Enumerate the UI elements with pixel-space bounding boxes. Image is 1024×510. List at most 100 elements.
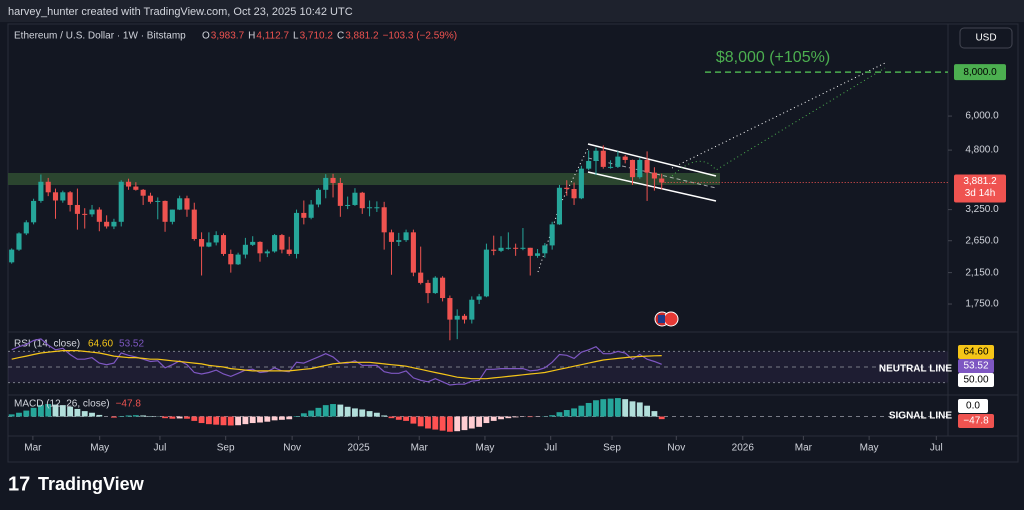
x-tick-label: Mar	[795, 443, 813, 454]
last-price-label: 3,881.2	[963, 176, 997, 187]
legend-key: H	[248, 31, 255, 42]
candle-body	[177, 198, 183, 210]
macd-bar	[644, 405, 651, 417]
candle-body	[527, 247, 533, 256]
macd-bar	[600, 399, 607, 417]
candle-body	[118, 181, 124, 222]
candle-body	[644, 159, 650, 173]
y-tick-label: 6,000.0	[965, 111, 999, 122]
macd-bar	[322, 405, 329, 417]
macd-bar	[403, 416, 409, 421]
rsi-axis-label: 64.60	[963, 347, 988, 358]
macd-bar	[191, 416, 198, 421]
macd-bar	[125, 415, 132, 417]
x-tick-label: 2026	[732, 443, 755, 454]
legend-key: L	[293, 31, 299, 42]
macd-bar	[476, 416, 483, 427]
candle-body	[520, 247, 526, 249]
macd-bar	[410, 416, 417, 424]
candle-body	[184, 198, 190, 210]
candle-body	[293, 212, 300, 254]
candle-body	[469, 299, 475, 320]
candle-body	[191, 209, 197, 240]
target-annotation: $8,000 (+105%)	[716, 49, 830, 66]
target-label: 8,000.0	[963, 67, 997, 78]
signal-line-label: SIGNAL LINE	[889, 411, 952, 422]
last-price-box	[954, 174, 1006, 203]
candle-body	[556, 187, 563, 225]
channel-line	[587, 143, 717, 177]
candle-body	[498, 247, 504, 251]
candle-body	[16, 233, 22, 250]
macd-bar	[278, 416, 285, 420]
candle-body	[381, 207, 387, 233]
macd-bar	[490, 416, 497, 421]
candle-body	[213, 235, 219, 243]
candle-body	[659, 178, 665, 183]
x-tick-label: Jul	[930, 443, 943, 454]
candle-body	[505, 247, 511, 249]
candle-body	[600, 150, 606, 167]
macd-bar	[74, 408, 81, 417]
candle-body	[483, 249, 489, 297]
brand-logo: 17	[8, 473, 30, 495]
x-tick-label: May	[90, 443, 109, 454]
candle-body	[45, 181, 51, 193]
macd-bar	[571, 408, 577, 417]
candle-body	[315, 189, 321, 205]
macd-bar	[227, 416, 234, 426]
macd-bar	[140, 415, 147, 417]
macd-bar	[132, 415, 139, 417]
candle-body	[23, 222, 29, 234]
candle-body	[491, 249, 497, 251]
rsi-axis-box	[958, 373, 994, 387]
candle-body	[199, 239, 205, 247]
macd-bar	[242, 416, 249, 425]
macd-bar	[147, 416, 154, 417]
macd-bar	[330, 404, 336, 417]
macd-last-label: −47.8	[963, 416, 989, 427]
legend-key: C	[337, 31, 344, 42]
candle-body	[242, 244, 248, 255]
macd-bar	[67, 406, 74, 417]
macd-bar	[344, 406, 351, 417]
candle-body	[264, 251, 270, 254]
macd-bar	[337, 404, 344, 417]
resistance-zone	[8, 173, 720, 185]
macd-bar	[585, 402, 592, 417]
macd-bar	[315, 407, 322, 417]
candle-body	[534, 253, 541, 256]
candle-body	[9, 249, 15, 263]
macd-bar	[498, 416, 504, 420]
candle-body	[549, 224, 555, 246]
candle-body	[125, 181, 132, 187]
macd-bar	[184, 416, 190, 419]
macd-bar	[198, 416, 205, 424]
macd-bar	[235, 416, 242, 426]
rsi-value: 53.52	[119, 339, 144, 350]
legend-value: 4,112.7	[256, 31, 289, 42]
x-tick-label: Nov	[667, 443, 685, 454]
macd-bar	[169, 416, 176, 419]
currency-button[interactable]	[959, 27, 1013, 49]
candle-body	[60, 192, 66, 201]
rsi-line	[11, 338, 662, 386]
macd-bar	[607, 398, 614, 417]
macd-bar	[8, 414, 15, 417]
currency-label: USD	[975, 33, 996, 44]
macd-bar	[264, 416, 271, 422]
candle-body	[586, 160, 592, 169]
candle-body	[308, 204, 314, 218]
candle-body	[133, 186, 139, 190]
macd-bar	[432, 416, 439, 430]
candle-body	[67, 192, 73, 205]
candle-body	[96, 209, 102, 222]
candle-body	[447, 298, 453, 320]
header-title: harvey_hunter created with TradingView.c…	[8, 6, 353, 18]
macd-bar	[578, 405, 585, 417]
macd-bar	[461, 416, 468, 431]
macd-bar	[162, 416, 168, 419]
macd-bar	[593, 400, 599, 417]
